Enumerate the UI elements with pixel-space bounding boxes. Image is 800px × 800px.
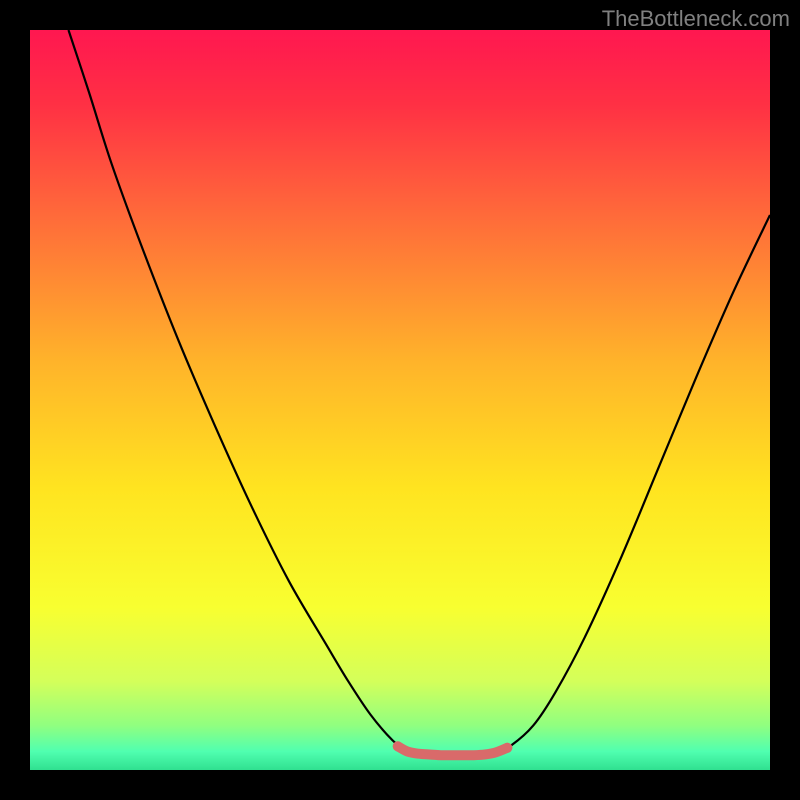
valley-highlight-line	[398, 746, 508, 755]
curve-layer	[30, 30, 770, 770]
plot-area	[30, 30, 770, 770]
watermark: TheBottleneck.com	[602, 6, 790, 32]
bottleneck-curve	[68, 30, 770, 755]
